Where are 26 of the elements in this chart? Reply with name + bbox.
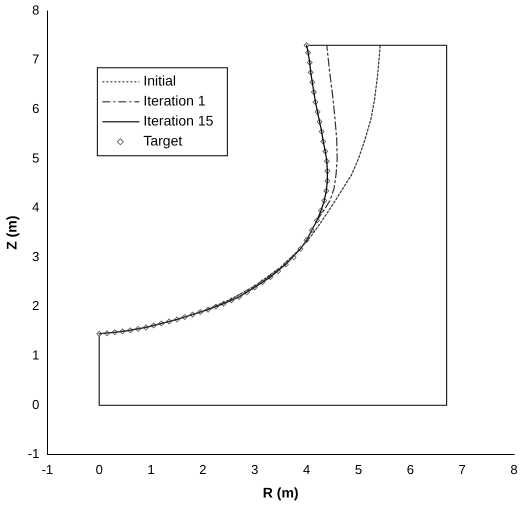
x-tick-label: 1 bbox=[147, 462, 155, 477]
y-tick-label: 7 bbox=[32, 52, 40, 67]
x-axis-title: R (m) bbox=[262, 484, 299, 500]
x-tick-label: 6 bbox=[406, 462, 414, 477]
x-tick-label: 3 bbox=[251, 462, 258, 477]
y-tick-label: 2 bbox=[32, 298, 40, 314]
legend-label: Iteration 1 bbox=[143, 92, 206, 109]
legend-label: Initial bbox=[143, 72, 176, 89]
x-tick-label: 4 bbox=[302, 462, 310, 477]
legend-label: Target bbox=[143, 132, 182, 149]
x-tick-label: -1 bbox=[42, 462, 54, 477]
y-tick-label: 6 bbox=[32, 101, 40, 116]
y-tick-label: 1 bbox=[32, 348, 40, 363]
y-tick-label: 3 bbox=[32, 248, 40, 264]
y-tick-label: -1 bbox=[28, 446, 40, 462]
x-tick-label: 8 bbox=[510, 462, 518, 477]
y-axis-title: Z (m) bbox=[3, 216, 20, 250]
x-tick-label: 7 bbox=[458, 462, 466, 477]
x-tick-label: 5 bbox=[354, 462, 362, 477]
x-tick-label: 0 bbox=[96, 462, 103, 477]
legend-label: Iteration 15 bbox=[143, 112, 214, 129]
x-tick-label: 2 bbox=[199, 462, 207, 477]
y-tick-label: 0 bbox=[32, 396, 40, 412]
y-tick-label: 4 bbox=[32, 200, 40, 215]
y-tick-label: 5 bbox=[32, 150, 40, 166]
y-tick-label: 8 bbox=[32, 2, 40, 18]
